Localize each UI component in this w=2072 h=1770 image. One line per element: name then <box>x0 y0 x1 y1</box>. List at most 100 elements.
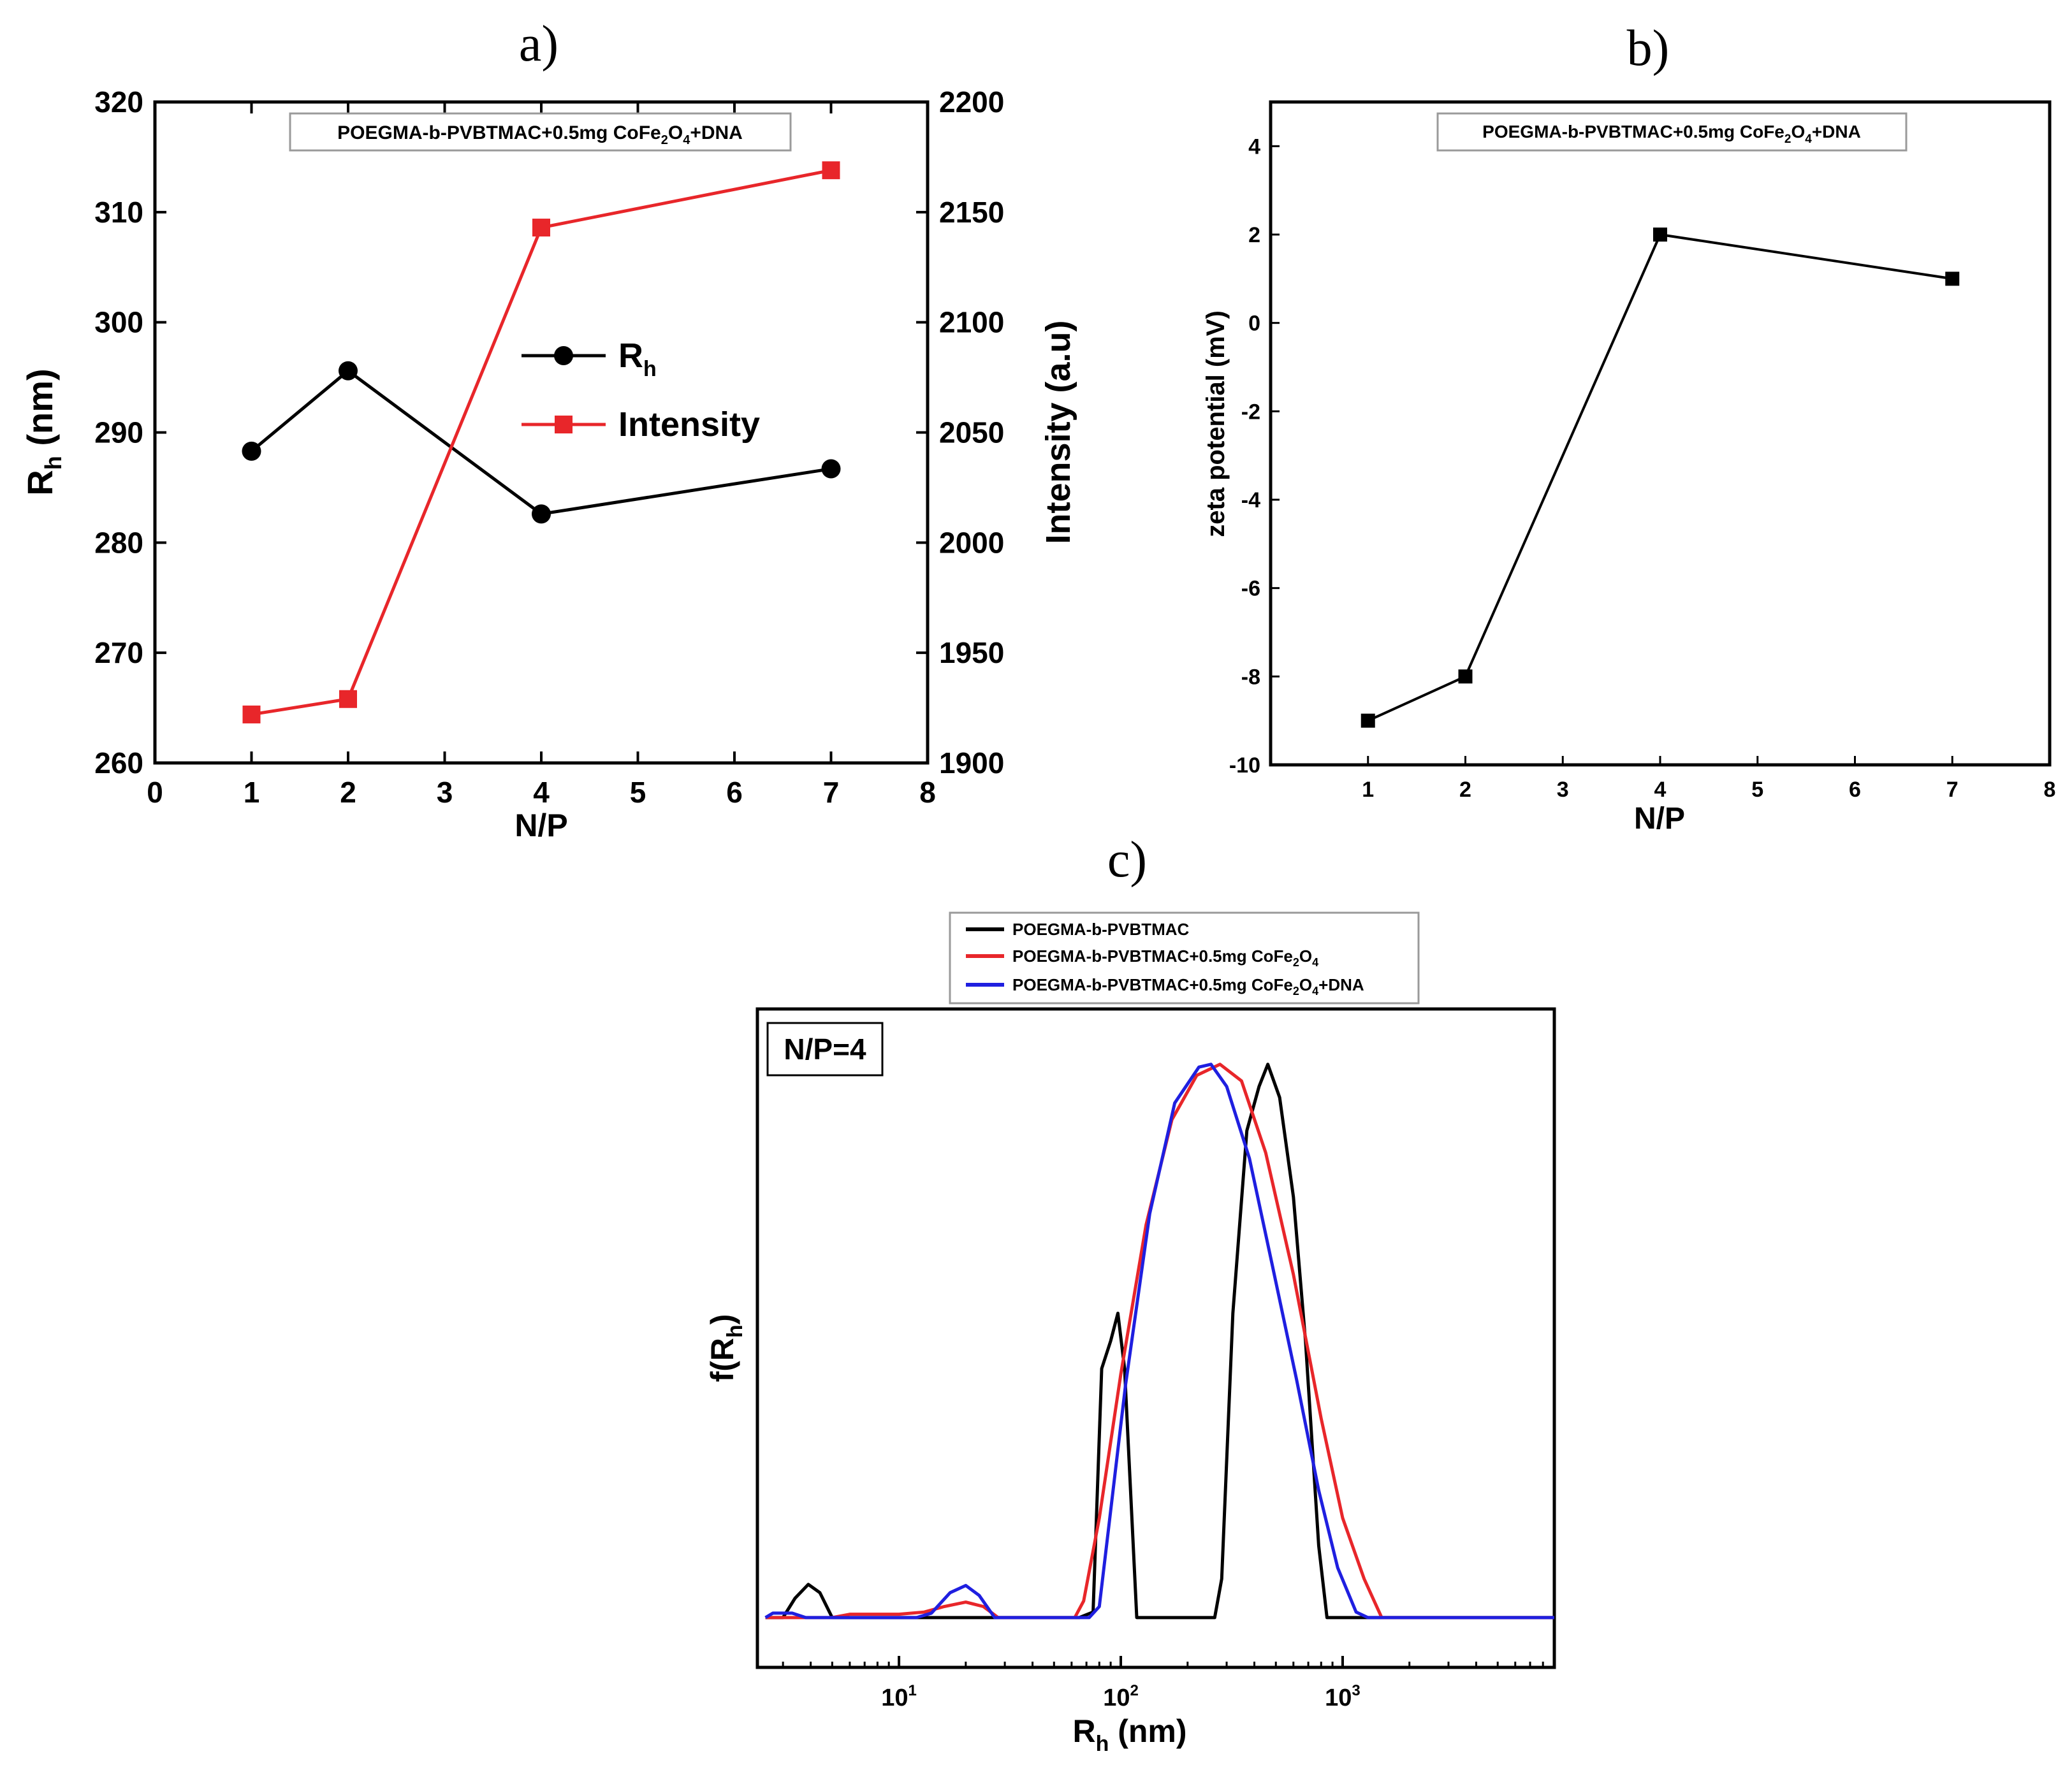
data-point-intensity <box>242 705 261 723</box>
series-line-red <box>765 1063 1554 1620</box>
panel-b-chart: b) 1 2 3 4 5 6 7 8 -10 -8 -6 -4 -2 0 2 4… <box>1202 20 2055 836</box>
data-point-rh <box>532 504 551 524</box>
x-tick-label: 3 <box>1557 778 1569 802</box>
legend-marker-intensity <box>555 416 573 433</box>
y-tick-label: 290 <box>94 416 143 449</box>
y2-tick-label: 2100 <box>939 306 1004 339</box>
panel-a-label: a) <box>519 16 558 72</box>
data-point-zeta <box>1458 669 1473 684</box>
data-point-rh <box>821 459 841 479</box>
panel-b-annotation-box <box>1436 112 1908 152</box>
x-tick-label: 7 <box>823 776 840 809</box>
panel-b-series <box>1361 228 1960 728</box>
y-tick-label: -6 <box>1241 577 1260 601</box>
panel-b-x-tick-labels: 1 2 3 4 5 6 7 8 <box>1362 778 2055 802</box>
y2-tick-label: 2000 <box>939 526 1004 559</box>
y2-tick-label: 2200 <box>939 85 1004 119</box>
x-tick-label: 6 <box>1849 778 1861 802</box>
y-tick-label: -10 <box>1229 753 1260 778</box>
panel-a-x-axis-label: N/P <box>514 808 567 843</box>
x-tick-label: 103 <box>1325 1682 1361 1711</box>
panel-c-x-tick-labels: 101 102 103 <box>881 1682 1361 1711</box>
y-tick-label: -4 <box>1241 488 1260 512</box>
x-tick-label: 101 <box>881 1682 917 1711</box>
x-tick-label: 1 <box>244 776 260 809</box>
x-tick-label: 4 <box>1654 778 1667 802</box>
y-tick-label: 310 <box>94 196 143 229</box>
panel-c-chart: c) POEGMA-b-PVBTMAC POEGMA-b-PVBTMAC+0.5… <box>704 832 1556 1756</box>
y2-tick-label: 1900 <box>939 746 1004 780</box>
x-tick-label: 5 <box>1751 778 1763 802</box>
panel-a-series <box>242 161 841 723</box>
y-tick-label: 280 <box>94 526 143 559</box>
panel-b-y-axis-label: zeta potential (mV) <box>1202 310 1230 537</box>
legend-label-intensity: Intensity <box>618 405 760 444</box>
panel-c-ticks <box>782 1656 1544 1667</box>
series-line-rh <box>250 368 831 516</box>
panel-c-frame <box>755 1007 1556 1669</box>
panel-c-annotation: N/P=4 <box>784 1033 866 1066</box>
x-tick-label: 3 <box>437 776 453 809</box>
panel-c-legend: POEGMA-b-PVBTMAC POEGMA-b-PVBTMAC+0.5mg … <box>949 911 1420 1005</box>
y-tick-label: 320 <box>94 85 143 119</box>
legend-label-rh: Rh <box>618 337 657 381</box>
panel-c-label: c) <box>1107 832 1147 888</box>
data-point-intensity <box>532 219 550 237</box>
panel-a-y-tick-labels: 260 270 280 290 300 310 320 <box>94 85 143 780</box>
y-tick-label: 260 <box>94 746 143 780</box>
y2-tick-label: 1950 <box>939 636 1004 669</box>
x-tick-label: 102 <box>1103 1682 1139 1711</box>
legend-label-blue: POEGMA-b-PVBTMAC+0.5mg CoFe2O4+DNA <box>1012 975 1364 997</box>
series-line-black <box>765 1063 1554 1620</box>
x-tick-label: 1 <box>1362 778 1374 802</box>
panel-c-x-axis-label: Rh (nm) <box>1072 1713 1186 1756</box>
panel-b-annotation: POEGMA-b-PVBTMAC+0.5mg CoFe2O4+DNA <box>1482 122 1861 146</box>
data-point-rh <box>242 441 261 461</box>
y-tick-label: -2 <box>1241 400 1260 424</box>
data-point-rh <box>339 361 358 381</box>
panel-a-chart: a) 0 1 2 3 4 5 6 7 8 260 270 280 290 300… <box>20 16 1077 843</box>
panel-a-annotation: POEGMA-b-PVBTMAC+0.5mg CoFe2O4+DNA <box>337 122 743 147</box>
x-tick-label: 2 <box>340 776 356 809</box>
panel-a-legend: Rh Intensity <box>522 337 760 444</box>
y2-tick-label: 2150 <box>939 196 1004 229</box>
legend-label-black: POEGMA-b-PVBTMAC <box>1012 920 1190 939</box>
y-tick-label: 270 <box>94 636 143 669</box>
data-point-zeta <box>1653 228 1667 242</box>
legend-marker-rh <box>554 346 573 365</box>
x-tick-label: 8 <box>919 776 936 809</box>
panel-b-label: b) <box>1627 20 1670 76</box>
x-tick-label: 6 <box>726 776 743 809</box>
series-line-blue <box>764 1063 1554 1620</box>
panel-a-ticks <box>154 101 929 764</box>
series-line-intensity <box>251 168 831 716</box>
x-tick-label: 4 <box>533 776 550 809</box>
y-tick-label: 2 <box>1248 223 1260 247</box>
data-point-intensity <box>339 690 357 708</box>
x-tick-label: 7 <box>1946 778 1959 802</box>
panel-b-x-axis-label: N/P <box>1634 802 1685 836</box>
panel-c-series <box>764 1063 1554 1620</box>
panel-c-annotation-box <box>766 1022 884 1077</box>
y-tick-label: -8 <box>1241 665 1260 689</box>
panel-c-y-axis-label: f(Rh) <box>704 1314 747 1382</box>
panel-a-x-tick-labels: 0 1 2 3 4 5 6 7 8 <box>147 776 936 809</box>
legend-box <box>949 911 1420 1005</box>
y-tick-label: 0 <box>1248 312 1260 336</box>
x-tick-label: 8 <box>2044 778 2056 802</box>
panel-a-y-axis-label: Rh (nm) <box>20 368 66 495</box>
y2-tick-label: 2050 <box>939 416 1004 449</box>
data-point-zeta <box>1945 272 1960 286</box>
data-point-intensity <box>822 161 840 180</box>
legend-label-red: POEGMA-b-PVBTMAC+0.5mg CoFe2O4 <box>1012 947 1318 969</box>
data-point-zeta <box>1361 713 1375 728</box>
panel-a-y2-tick-labels: 1900 1950 2000 2050 2100 2150 2200 <box>939 85 1004 780</box>
panel-a-annotation-box <box>289 112 792 152</box>
x-tick-label: 2 <box>1459 778 1471 802</box>
x-tick-label: 0 <box>147 776 163 809</box>
panel-a-y2-axis-label: Intensity (a.u) <box>1039 320 1077 544</box>
panel-b-ticks <box>1271 145 2051 766</box>
series-line-zeta <box>1367 233 1953 722</box>
panel-b-y-tick-labels: -10 -8 -6 -4 -2 0 2 4 <box>1229 134 1260 778</box>
